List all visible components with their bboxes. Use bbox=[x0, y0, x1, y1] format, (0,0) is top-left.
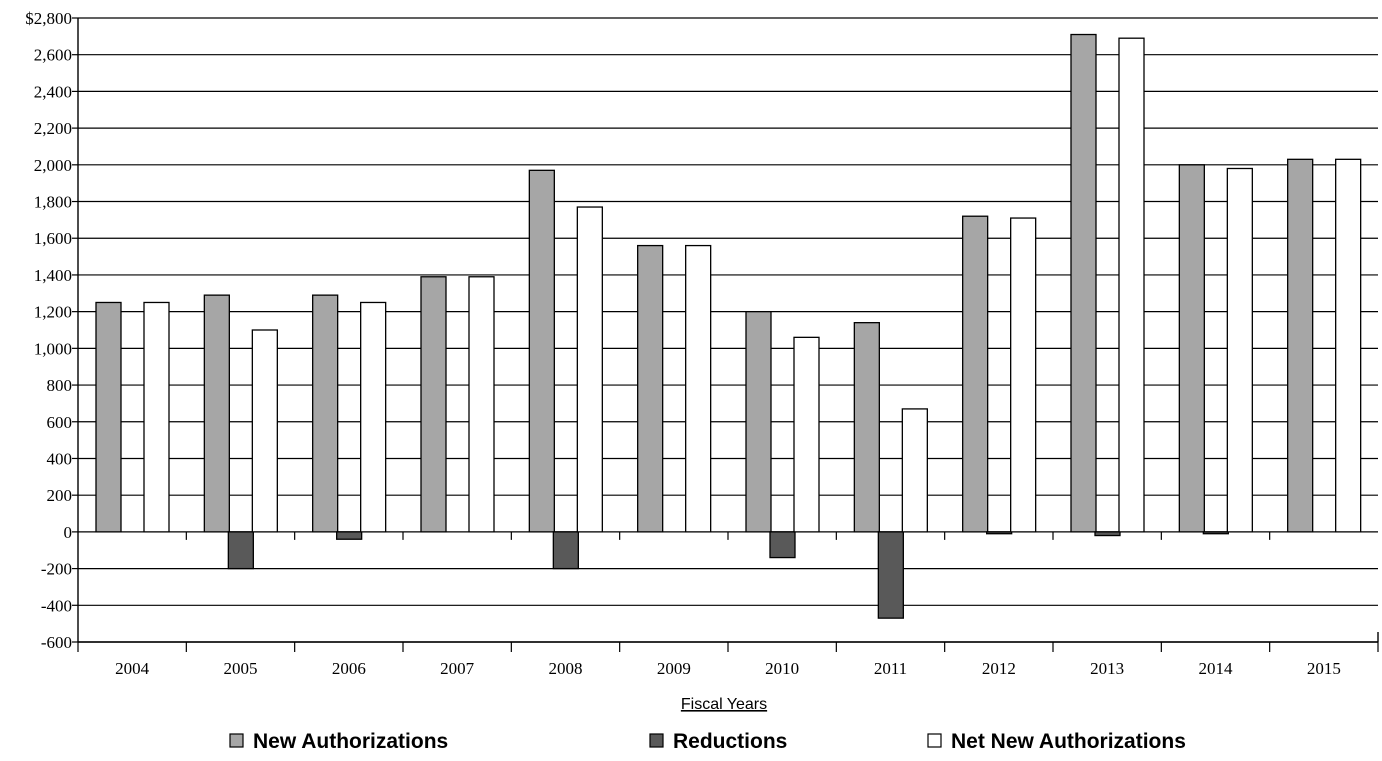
x-tick-label: 2005 bbox=[224, 659, 258, 678]
bar-net-new-authorizations bbox=[1118, 37, 1145, 533]
y-tick-label: 1,000 bbox=[34, 339, 72, 358]
x-tick-label: 2011 bbox=[874, 659, 907, 678]
y-tick-label: 600 bbox=[47, 413, 73, 432]
y-tick-label: 0 bbox=[64, 523, 73, 542]
y-tick-label: 400 bbox=[47, 449, 73, 468]
bar-new-authorizations bbox=[1178, 164, 1205, 533]
axes bbox=[72, 17, 1379, 652]
bar-net-new-authorizations bbox=[685, 244, 712, 533]
x-tick-label: 2010 bbox=[765, 659, 799, 678]
x-tick-label: 2007 bbox=[440, 659, 475, 678]
y-tick-labels: $2,800 2,600 2,400 2,200 2,000 1,800 1,600 1,40… bbox=[25, 9, 72, 652]
y-tick-label: 2,200 bbox=[34, 119, 72, 138]
bar-net-new-authorizations bbox=[468, 276, 495, 533]
bar-reductions bbox=[769, 531, 796, 559]
bar-net-new-authorizations bbox=[143, 301, 170, 533]
bar-net-new-authorizations bbox=[1226, 167, 1253, 533]
x-axis-title: Fiscal Years bbox=[681, 696, 767, 713]
x-tick-label: 2009 bbox=[657, 659, 691, 678]
bar-net-new-authorizations bbox=[1010, 217, 1037, 533]
bar-new-authorizations bbox=[745, 310, 772, 533]
legend-swatch bbox=[229, 733, 244, 748]
y-tick-label: $2,800 bbox=[25, 9, 72, 28]
y-tick-label: 800 bbox=[47, 376, 73, 395]
bar-net-new-authorizations bbox=[360, 301, 387, 533]
y-tick-label: -400 bbox=[41, 596, 72, 615]
bar-new-authorizations bbox=[853, 322, 880, 533]
bar-reductions bbox=[986, 531, 1013, 535]
x-tick-label: 2008 bbox=[549, 659, 583, 678]
y-tick-label: 1,200 bbox=[34, 303, 72, 322]
y-tick-label: 1,800 bbox=[34, 193, 72, 212]
bar-new-authorizations bbox=[1070, 33, 1097, 533]
bar-new-authorizations bbox=[637, 244, 664, 533]
x-tick-label: 2004 bbox=[115, 659, 150, 678]
bar-reductions bbox=[1094, 531, 1121, 537]
y-tick-label: -200 bbox=[41, 560, 72, 579]
x-tick-label: 2012 bbox=[982, 659, 1016, 678]
bar-new-authorizations bbox=[420, 276, 447, 533]
legend-label: Reductions bbox=[673, 730, 787, 753]
y-tick-label: 1,400 bbox=[34, 266, 72, 285]
legend-label: Net New Authorizations bbox=[951, 730, 1186, 753]
bar-new-authorizations bbox=[203, 294, 230, 533]
x-tick-labels: 2004 2005 2006 2007 2008 2009 2010 2011 2012 2013… bbox=[115, 659, 1341, 678]
x-tick-label: 2013 bbox=[1090, 659, 1124, 678]
y-tick-label: 2,600 bbox=[34, 46, 72, 65]
y-tick-label: -600 bbox=[41, 633, 72, 652]
bar-reductions bbox=[877, 531, 904, 619]
bar-new-authorizations bbox=[95, 301, 122, 533]
x-tick-label: 2014 bbox=[1199, 659, 1234, 678]
x-tick-label: 2015 bbox=[1307, 659, 1341, 678]
y-tick-label: 2,400 bbox=[34, 82, 72, 101]
bar-reductions bbox=[227, 531, 254, 570]
bar-net-new-authorizations bbox=[1335, 158, 1362, 533]
bar-net-new-authorizations bbox=[901, 408, 928, 533]
bar-new-authorizations bbox=[1287, 158, 1314, 533]
y-tick-label: 1,600 bbox=[34, 229, 72, 248]
bar-new-authorizations bbox=[312, 294, 339, 533]
legend: New Authorizations Reductions Net New Auth… bbox=[229, 730, 1186, 753]
bar-reductions bbox=[1202, 531, 1229, 535]
legend-swatch bbox=[649, 733, 664, 748]
bars bbox=[95, 33, 1362, 619]
bar-net-new-authorizations bbox=[576, 206, 603, 533]
bar-new-authorizations bbox=[528, 169, 555, 533]
x-tick-label: 2006 bbox=[332, 659, 366, 678]
bar-reductions bbox=[336, 531, 363, 540]
bar-net-new-authorizations bbox=[793, 336, 820, 533]
bar-reductions bbox=[552, 531, 579, 570]
bar-net-new-authorizations bbox=[251, 329, 278, 533]
y-tick-label: 2,000 bbox=[34, 156, 72, 175]
legend-label: New Authorizations bbox=[253, 730, 448, 753]
bar-new-authorizations bbox=[962, 215, 989, 533]
y-tick-label: 200 bbox=[47, 486, 73, 505]
legend-swatch bbox=[927, 733, 942, 748]
